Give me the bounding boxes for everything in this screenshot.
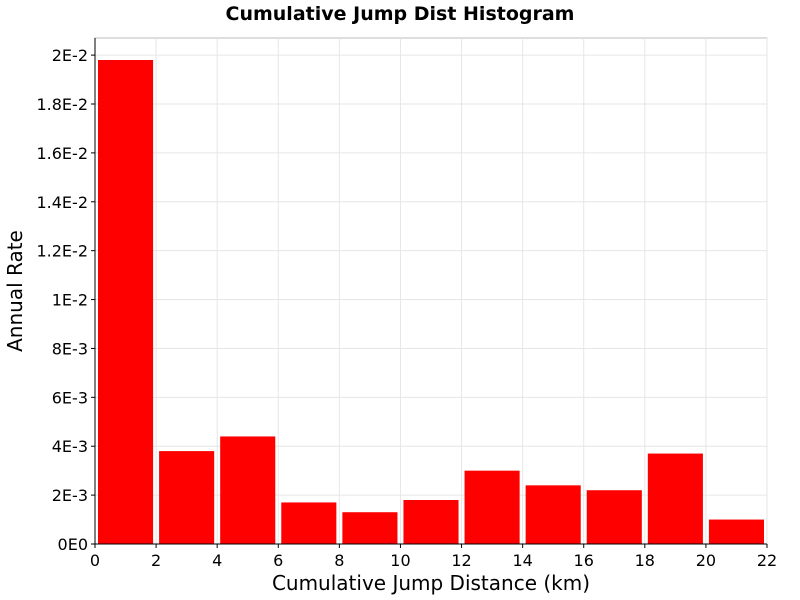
y-tick-label: 8E-3 [52,339,88,358]
x-tick-label: 20 [696,551,716,570]
bars [98,60,764,544]
histogram-bar-0 [98,60,154,544]
x-tick-label: 12 [451,551,471,570]
x-tick-label: 4 [212,551,222,570]
y-tick-label: 2E-2 [52,46,88,65]
y-tick-label: 1.8E-2 [36,95,88,114]
x-tick-label: 16 [574,551,594,570]
x-tick-label: 14 [512,551,532,570]
y-tick-label: 4E-3 [52,437,88,456]
y-tick-label: 1.4E-2 [36,193,88,212]
x-tick-label: 18 [635,551,655,570]
histogram-bar-3 [281,502,337,544]
histogram-bar-2 [220,436,276,544]
x-tick-label: 2 [151,551,161,570]
histogram-bar-7 [525,485,581,544]
y-tick-label: 1.6E-2 [36,144,88,163]
histogram-bar-4 [342,512,398,544]
axes [94,38,767,545]
chart-title: Cumulative Jump Dist Histogram [226,3,575,25]
y-axis-ticks: 0E0 2E-3 4E-3 6E-3 8E-3 1E-2 1.2E-2 1.4E-2 1.6E-… [36,46,95,554]
x-tick-label: 0 [90,551,100,570]
x-axis-label: Cumulative Jump Distance (km) [272,571,590,595]
histogram-bar-1 [159,451,215,544]
x-tick-label: 22 [757,551,777,570]
histogram-bar-8 [586,490,642,544]
x-axis-ticks: 0 2 4 6 8 10 12 14 16 18 20 22 [90,544,777,570]
histogram-bar-5 [403,500,459,544]
histogram-bar-6 [464,470,520,544]
x-tick-label: 8 [334,551,344,570]
x-tick-label: 10 [390,551,410,570]
x-tick-label: 6 [273,551,283,570]
y-tick-label: 1E-2 [52,291,88,310]
y-tick-label: 1.2E-2 [36,242,88,261]
y-tick-label: 0E0 [58,535,88,554]
histogram-bar-9 [647,453,703,544]
y-tick-label: 6E-3 [52,388,88,407]
y-tick-label: 2E-3 [52,486,88,505]
histogram-bar-10 [708,519,764,544]
y-axis-label: Annual Rate [3,230,27,352]
